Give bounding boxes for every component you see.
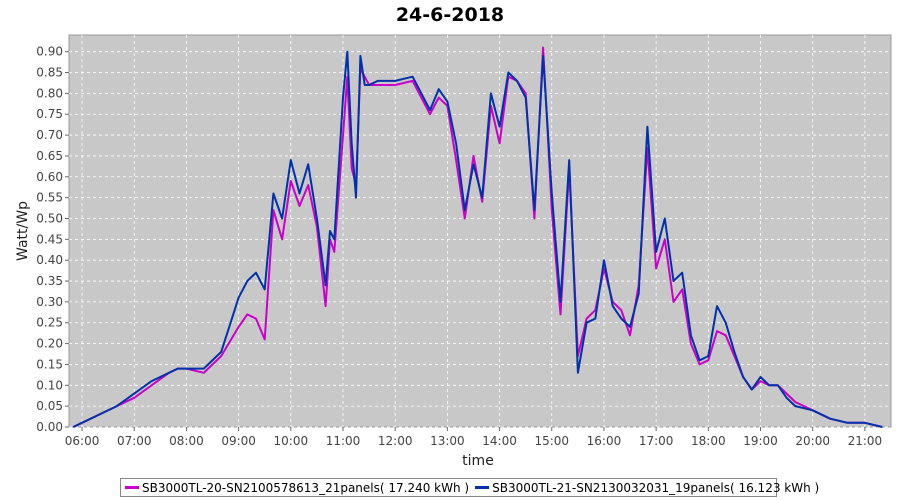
- y-tick-label: 0.90: [36, 45, 63, 59]
- y-tick-label: 0.50: [36, 211, 63, 225]
- x-tick-label: 06:00: [65, 434, 100, 448]
- y-tick-label: 0.10: [36, 378, 63, 392]
- x-axis-label: time: [462, 453, 494, 469]
- x-axis: 06:00 07:00 08:00 09:00 10:00 11:00 12:00 13:00…: [65, 427, 882, 448]
- x-tick-label: 21:00: [848, 434, 883, 448]
- y-tick-label: 0.85: [36, 66, 63, 80]
- y-tick-label: 0.15: [36, 357, 63, 371]
- y-tick-label: 0.20: [36, 337, 63, 351]
- x-tick-label: 07:00: [117, 434, 152, 448]
- x-tick-label: 12:00: [378, 434, 413, 448]
- y-tick-label: 0.25: [36, 316, 63, 330]
- legend: SB3000TL-20-SN2100578613_21panels( 17.24…: [120, 478, 819, 497]
- y-tick-label: 0.65: [36, 149, 63, 163]
- y-tick-label: 0.75: [36, 107, 63, 121]
- legend-item-series-1: SB3000TL-20-SN2100578613_21panels( 17.24…: [125, 481, 469, 495]
- x-tick-label: 17:00: [639, 434, 674, 448]
- series-line-2: [72, 50, 883, 428]
- x-tick-label: 10:00: [274, 434, 309, 448]
- chart-title: 24-6-2018: [396, 4, 504, 26]
- x-tick-label: 14:00: [482, 434, 517, 448]
- x-tick-label: 13:00: [430, 434, 465, 448]
- y-tick-label: 0.30: [36, 295, 63, 309]
- x-tick-label: 16:00: [587, 434, 622, 448]
- x-tick-label: 18:00: [691, 434, 726, 448]
- series-lines: [72, 46, 883, 428]
- legend-item-series-2: SB3000TL-21-SN2130032031_19panels( 16.12…: [475, 481, 819, 495]
- y-axis: 0.00 0.05 0.10 0.15 0.20 0.25 0.30 0.35 0.40 0.45…: [36, 45, 69, 434]
- legend-label-series-1: SB3000TL-20-SN2100578613_21panels( 17.24…: [142, 480, 470, 495]
- y-tick-label: 0.80: [36, 86, 63, 100]
- x-tick-label: 20:00: [795, 434, 830, 448]
- legend-label-series-2: SB3000TL-21-SN2130032031_19panels( 16.12…: [492, 480, 820, 495]
- y-tick-label: 0.40: [36, 253, 63, 267]
- x-tick-label: 08:00: [169, 434, 204, 448]
- legend-swatch-series-2: [475, 486, 490, 489]
- y-tick-label: 0.55: [36, 191, 63, 205]
- y-tick-label: 0.05: [36, 399, 63, 413]
- y-tick-label: 0.35: [36, 274, 63, 288]
- y-tick-label: 0.60: [36, 170, 63, 184]
- x-tick-label: 19:00: [743, 434, 778, 448]
- x-tick-label: 09:00: [221, 434, 256, 448]
- x-tick-label: 11:00: [326, 434, 361, 448]
- y-tick-label: 0.45: [36, 232, 63, 246]
- y-axis-label: Watt/Wp: [15, 201, 31, 261]
- legend-swatch-series-1: [125, 486, 139, 489]
- grid-lines: [69, 35, 891, 428]
- x-tick-label: 15:00: [534, 434, 569, 448]
- y-tick-label: 0.70: [36, 128, 63, 142]
- y-tick-label: 0.00: [36, 420, 63, 434]
- plot-area: [68, 34, 892, 428]
